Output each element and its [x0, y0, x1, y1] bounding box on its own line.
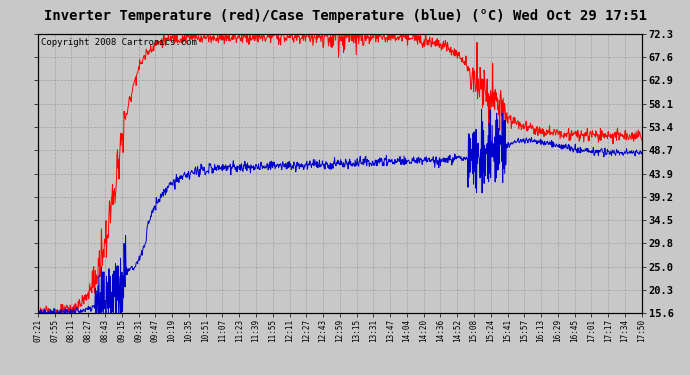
Text: Inverter Temperature (red)/Case Temperature (blue) (°C) Wed Oct 29 17:51: Inverter Temperature (red)/Case Temperat…: [43, 9, 647, 23]
Text: Copyright 2008 Cartronics.com: Copyright 2008 Cartronics.com: [41, 38, 197, 47]
